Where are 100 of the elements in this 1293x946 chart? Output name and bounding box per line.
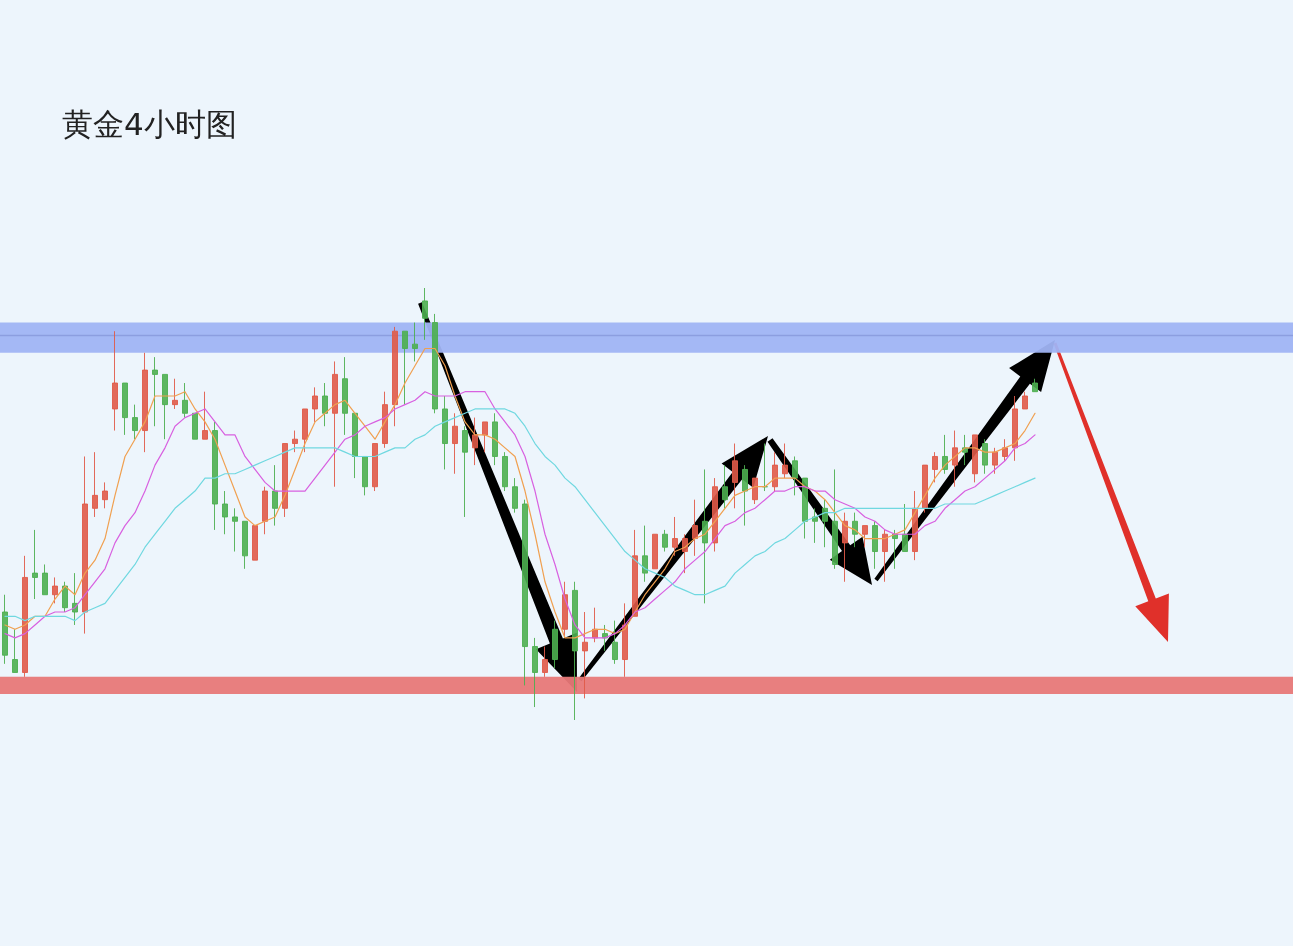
candlestick — [442, 395, 448, 470]
candlestick — [992, 447, 998, 475]
candlestick — [252, 525, 258, 561]
candlestick — [82, 455, 88, 635]
candlestick — [352, 412, 358, 479]
candlestick — [1012, 395, 1018, 462]
candlestick — [932, 451, 938, 483]
candlestick — [632, 529, 638, 617]
candlestick — [922, 464, 928, 514]
candlestick — [242, 520, 248, 570]
candlestick — [452, 412, 458, 475]
candlestick — [542, 646, 548, 678]
candlestick — [372, 443, 378, 492]
candlestick — [122, 382, 128, 436]
candlestick — [522, 499, 528, 686]
candlestick — [732, 443, 738, 509]
candlestick — [622, 602, 628, 678]
candlestick — [912, 490, 918, 561]
candlestick — [532, 637, 538, 708]
candlestick — [792, 455, 798, 496]
candlestick — [262, 486, 268, 535]
candlestick — [302, 408, 308, 453]
candlestick — [552, 620, 558, 669]
candlestick — [832, 468, 838, 570]
candlestick — [712, 477, 718, 553]
chart-title: 黄金4小时图 — [62, 105, 237, 142]
candlestick — [72, 572, 78, 626]
candlestick — [422, 287, 428, 341]
candlestick — [812, 507, 818, 544]
candlestick — [342, 356, 348, 436]
candlestick — [752, 477, 758, 505]
candlestick — [972, 434, 978, 483]
candlestick — [802, 477, 808, 540]
candlestick — [852, 512, 858, 548]
candlestick — [1002, 438, 1008, 462]
candlestick — [642, 525, 648, 583]
candlestick — [282, 443, 288, 518]
candlestick — [462, 425, 468, 518]
candlestick — [842, 512, 848, 583]
candlestick — [492, 412, 498, 466]
candlestick — [692, 499, 698, 557]
candlestick — [772, 451, 778, 492]
candlestick — [652, 533, 658, 570]
candlestick — [582, 611, 588, 699]
candlestick — [192, 412, 198, 440]
candlestick — [502, 451, 508, 492]
candlestick — [782, 443, 788, 479]
candlestick — [612, 620, 618, 665]
candlestick — [292, 430, 298, 453]
candlestick — [572, 581, 578, 721]
candlestick — [882, 529, 888, 583]
candlestick — [892, 529, 898, 570]
candlestick — [12, 628, 18, 673]
candlestick — [272, 464, 278, 527]
candlestick — [672, 516, 678, 557]
candlestick — [52, 576, 58, 604]
candlestick — [312, 386, 318, 423]
candlestick — [2, 594, 8, 665]
candlestick — [662, 529, 668, 553]
candlestick — [902, 503, 908, 553]
candlestick — [202, 391, 208, 440]
candlestick — [102, 481, 108, 509]
candlestick — [212, 421, 218, 531]
candlestick — [412, 322, 418, 362]
candlestick — [762, 443, 768, 492]
candlestick — [22, 555, 28, 678]
candlestick — [962, 434, 968, 466]
candlestick — [112, 330, 118, 432]
candlestick — [332, 360, 338, 488]
candlestick — [822, 499, 828, 548]
candlestick — [392, 326, 398, 427]
candlestick — [132, 404, 138, 440]
candlestick — [92, 451, 98, 518]
candlestick — [32, 529, 38, 600]
candlestick — [1022, 391, 1028, 410]
candlestick — [402, 330, 408, 406]
candlestick — [152, 356, 158, 427]
candlestick — [472, 417, 478, 466]
candlestick — [952, 430, 958, 488]
candlestick — [722, 464, 728, 509]
candlestick — [1032, 378, 1038, 393]
candlestick — [232, 507, 238, 553]
candlestick — [702, 468, 708, 604]
candlestick — [162, 373, 168, 440]
candlestick — [42, 563, 48, 596]
candlestick — [862, 525, 868, 548]
candlestick — [432, 313, 438, 414]
candlestick — [982, 438, 988, 475]
candlestick — [682, 533, 688, 574]
candlestick — [482, 421, 488, 453]
candlestick — [362, 455, 368, 496]
candlestick — [222, 490, 228, 535]
candlestick — [142, 352, 148, 453]
candlestick — [872, 520, 878, 570]
candlestick — [322, 382, 328, 427]
candlestick — [172, 378, 178, 410]
candlestick — [182, 382, 188, 419]
candlestick — [742, 464, 748, 527]
candlestick — [62, 581, 68, 613]
candlestick — [512, 477, 518, 514]
